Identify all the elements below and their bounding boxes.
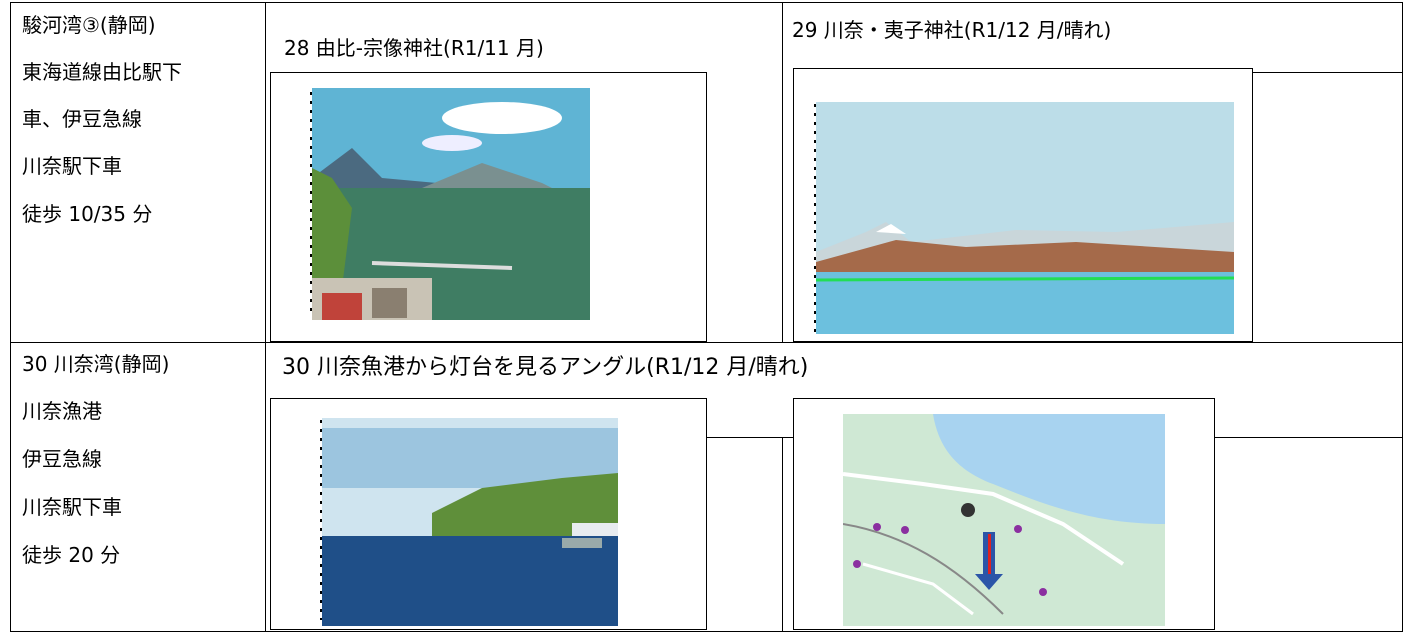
place-text: 川奈駅下車 — [22, 495, 122, 519]
border — [265, 2, 266, 632]
place-text: 徒歩 10/35 分 — [22, 202, 153, 226]
border — [705, 437, 793, 438]
place-text: 30 川奈湾(静岡) — [22, 352, 170, 376]
caption: 28 由比-宗像神社(R1/11 月) — [284, 36, 544, 60]
spiral — [320, 420, 322, 620]
place-text: 伊豆急線 — [22, 447, 102, 471]
spiral — [310, 92, 312, 317]
place-text: 川奈漁港 — [22, 399, 102, 423]
sketch-image — [312, 88, 590, 320]
caption: 30 川奈魚港から灯台を見るアングル(R1/12 月/晴れ) — [282, 355, 809, 380]
border — [782, 437, 783, 632]
border — [1402, 2, 1403, 632]
spiral — [814, 104, 816, 332]
place-text: 東海道線由比駅下 — [22, 60, 182, 84]
place-text: 車、伊豆急線 — [22, 107, 142, 131]
border — [10, 2, 1403, 3]
border — [782, 2, 783, 342]
border — [1213, 437, 1403, 438]
place-text: 徒歩 20 分 — [22, 543, 121, 567]
map-image — [843, 414, 1165, 626]
place-text: 駿河湾③(静岡) — [22, 13, 156, 37]
place-text: 川奈駅下車 — [22, 154, 122, 178]
sketch-image — [322, 418, 618, 626]
caption: 29 川奈・夷子神社(R1/12 月/晴れ) — [792, 18, 1112, 42]
border — [10, 342, 1403, 343]
border — [10, 2, 11, 632]
sketch-image — [816, 102, 1234, 334]
border — [1251, 72, 1403, 73]
